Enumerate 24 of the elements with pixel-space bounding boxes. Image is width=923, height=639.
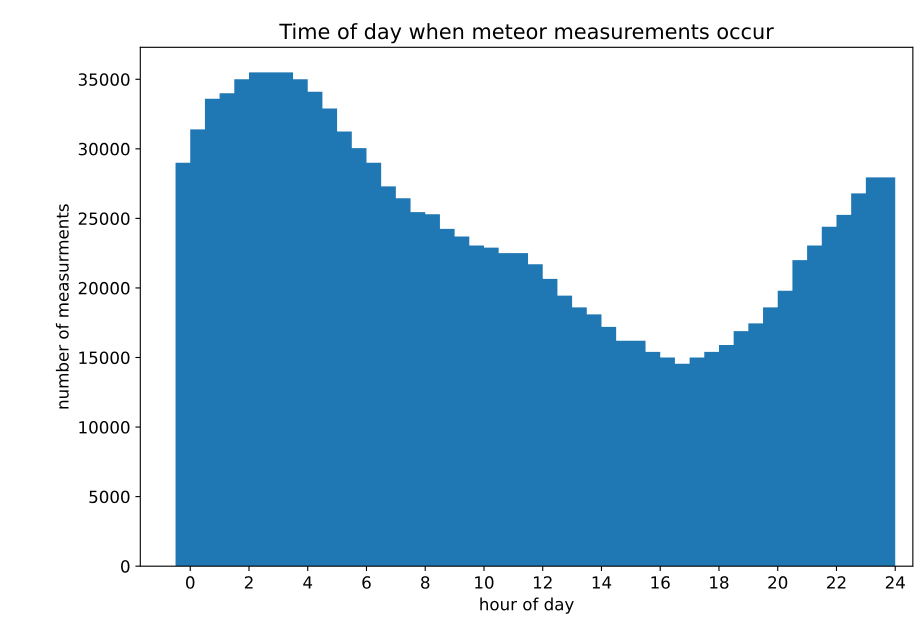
y-tick-label: 0 [121, 560, 130, 573]
x-tick-label: 20 [768, 576, 788, 589]
x-tick-label: 10 [475, 576, 494, 589]
y-tick-label: 15000 [79, 351, 130, 364]
y-tick-label: 5000 [89, 490, 130, 504]
x-tick-label: 22 [827, 576, 846, 589]
y-tick-label: 30000 [78, 142, 130, 156]
chart-title: Time of day when meteor measurements occur [279, 23, 774, 44]
x-axis-title: hour of day [480, 598, 574, 614]
y-tick-label: 35000 [78, 73, 130, 86]
x-tick-label: 24 [886, 576, 905, 589]
y-tick-label: 20000 [78, 282, 130, 295]
x-tick-label: 4 [303, 576, 312, 589]
x-tick-label: 14 [592, 576, 612, 589]
x-tick-label: 2 [244, 576, 253, 589]
x-tick-label: 0 [186, 576, 194, 589]
x-tick-label: 18 [710, 576, 728, 589]
x-tick-label: 6 [362, 576, 371, 589]
y-tick-label: 10000 [79, 421, 130, 434]
x-tick-label: 16 [651, 576, 670, 589]
y-axis-title: number of measurments [56, 204, 69, 408]
y-tick-label: 25000 [78, 212, 130, 225]
x-tick-label: 12 [534, 576, 552, 589]
x-tick-label: 8 [421, 576, 430, 589]
